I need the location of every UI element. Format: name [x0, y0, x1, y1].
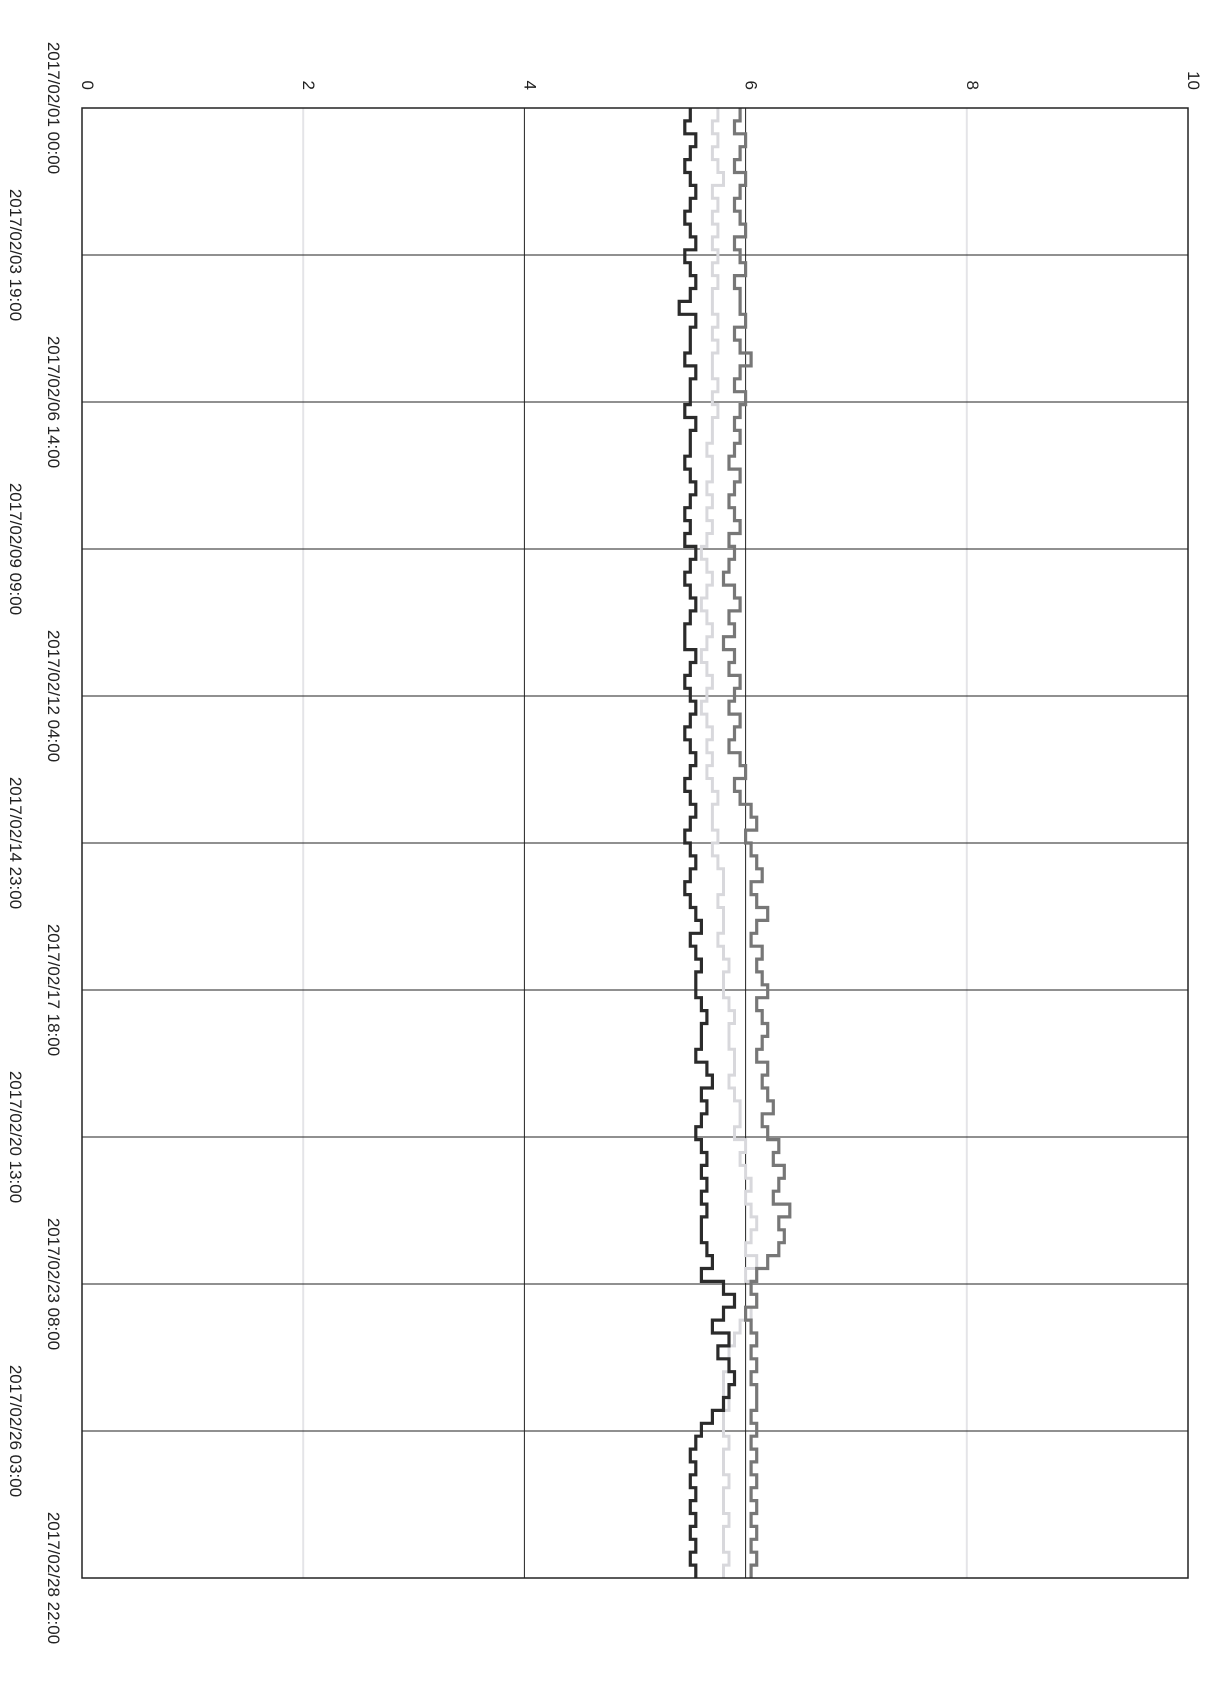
plot-frame	[81, 107, 1189, 1579]
value-tick-label: 6	[742, 81, 761, 90]
time-tick-label: 2017/02/28 22:00	[44, 1512, 63, 1644]
value-tick-label: 8	[963, 81, 982, 90]
value-tick-label: 0	[78, 81, 97, 90]
series-line-3	[721, 108, 792, 1578]
time-tick-label: 2017/02/14 23:00	[6, 777, 25, 909]
time-tick-label: 2017/02/06 14:00	[44, 336, 63, 468]
time-tick-label: 2017/02/26 03:00	[6, 1365, 25, 1497]
grid	[81, 107, 1189, 1579]
time-tick-label: 2017/02/20 13:00	[6, 1071, 25, 1203]
time-tick-label: 2017/02/12 04:00	[44, 630, 63, 762]
time-tick-label: 2017/02/17 18:00	[44, 924, 63, 1056]
time-tick-label: 2017/02/01 00:00	[44, 42, 63, 174]
tick-labels: 0 2 4 6 8 10 2017/02/01 00:00 2017/02/03 19:00 2…	[6, 42, 1203, 1644]
series-line-1	[677, 108, 737, 1578]
value-tick-label: 2	[299, 81, 318, 90]
value-tick-label: 10	[1184, 71, 1203, 90]
value-tick-label: 4	[520, 81, 539, 90]
time-tick-label: 2017/02/09 09:00	[6, 483, 25, 615]
time-tick-label: 2017/02/23 08:00	[44, 1218, 63, 1350]
time-tick-label: 2017/02/03 19:00	[6, 189, 25, 321]
series-group	[677, 108, 792, 1578]
